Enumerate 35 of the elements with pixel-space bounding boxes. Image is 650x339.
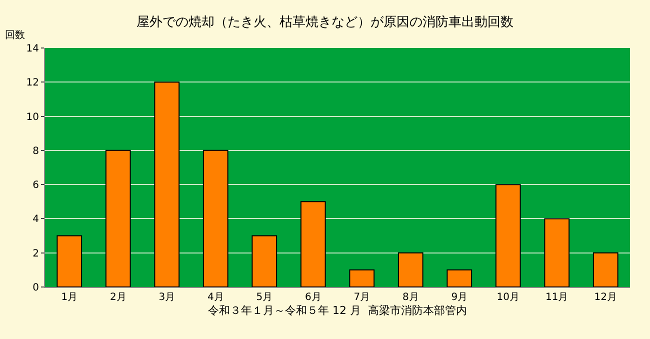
y-tick-label: 4 — [32, 214, 39, 226]
x-tick-label: 10月 — [496, 292, 520, 303]
x-tick-label: 12月 — [594, 292, 617, 303]
y-tick-label: 2 — [32, 248, 39, 260]
bar — [252, 235, 278, 287]
bar — [202, 150, 228, 287]
bar — [398, 252, 424, 287]
bar — [154, 82, 180, 287]
bar — [349, 269, 375, 287]
y-tick-label: 10 — [26, 112, 39, 123]
bar — [544, 218, 570, 287]
x-tick-label: 7月 — [354, 292, 370, 303]
bar — [105, 150, 131, 287]
y-tick-label: 12 — [26, 78, 39, 89]
bar — [592, 252, 618, 287]
y-tick-label: 6 — [32, 180, 39, 192]
chart-title: 屋外での焼却（たき火、枯草焼きなど）が原因の消防車出動回数 — [136, 15, 514, 30]
x-tick-label: 2月 — [110, 292, 126, 303]
y-axis-title: 回数 — [5, 30, 25, 41]
x-tick-label: 8月 — [402, 292, 419, 303]
x-tick-label: 1月 — [61, 292, 78, 303]
x-axis-title: 令和３年１月～令和５年 12 月 高梁市消防本部管内 — [208, 304, 467, 318]
x-tick-label: 9月 — [451, 292, 468, 303]
bar — [300, 201, 326, 287]
y-tick-label: 0 — [32, 282, 39, 294]
x-tick-label: 5月 — [256, 292, 273, 303]
x-tick-label: 4月 — [207, 292, 224, 303]
x-tick-label: 3月 — [158, 292, 176, 303]
y-tick-label: 8 — [32, 146, 39, 157]
bar — [56, 235, 82, 287]
x-tick-label: 11月 — [546, 292, 568, 303]
bar — [446, 269, 472, 287]
bar — [495, 184, 521, 287]
x-tick-label: 6月 — [304, 292, 322, 303]
y-tick-label: 14 — [26, 44, 39, 54]
